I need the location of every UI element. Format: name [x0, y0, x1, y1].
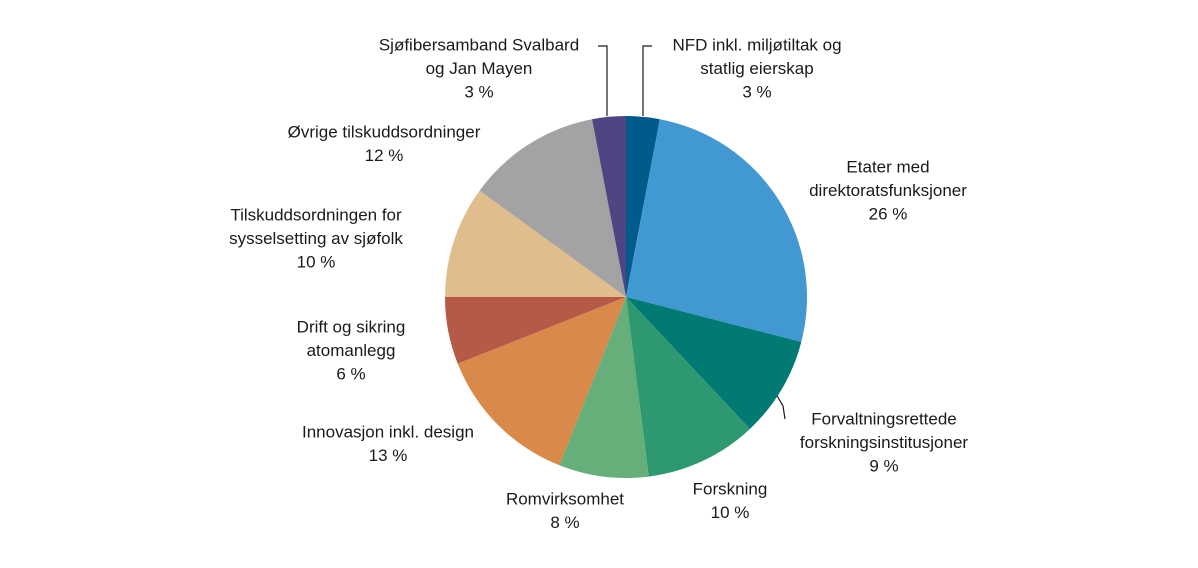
- slice-label: Romvirksomhet: [506, 489, 624, 508]
- value-label: 10 %: [711, 503, 750, 522]
- slice-label: Øvrige tilskuddsordninger: [288, 122, 481, 141]
- slice-label: Forvaltningsrettede: [811, 409, 957, 428]
- pie-slice: [592, 116, 626, 297]
- pie-slice: [626, 119, 807, 343]
- value-label: 3 %: [742, 82, 771, 101]
- pie-slice: [626, 297, 802, 429]
- pie-slice: [559, 297, 649, 478]
- pie-slice: [457, 297, 626, 466]
- slice-label: Innovasjon inkl. design: [302, 422, 474, 441]
- pie-slice: [445, 297, 626, 364]
- slice-label: Etater med: [846, 157, 929, 176]
- leader-line: [775, 393, 786, 420]
- slice-label: direktoratsfunksjoner: [809, 181, 967, 200]
- leader-line: [598, 45, 608, 116]
- pie-slice: [479, 119, 626, 297]
- pie-slice: [626, 297, 750, 477]
- slice-label: og Jan Mayen: [426, 59, 533, 78]
- value-label: 13 %: [369, 446, 408, 465]
- value-label: 6 %: [336, 364, 365, 383]
- slice-label: statlig eierskap: [700, 59, 813, 78]
- value-label: 12 %: [365, 146, 404, 165]
- value-label: 26 %: [869, 204, 908, 223]
- value-label: 9 %: [869, 456, 898, 475]
- slice-label: Forskning: [693, 479, 768, 498]
- pie-slice: [445, 190, 626, 297]
- value-label: 10 %: [297, 252, 336, 271]
- slice-label: sysselsetting av sjøfolk: [229, 229, 403, 248]
- slice-label: atomanlegg: [307, 341, 396, 360]
- value-label: 3 %: [464, 82, 493, 101]
- slice-label: Drift og sikring: [297, 317, 406, 336]
- pie-slice: [626, 116, 660, 297]
- slice-label: Sjøfibersamband Svalbard: [379, 35, 579, 54]
- slice-label: Tilskuddsordningen for: [230, 205, 402, 224]
- leader-line: [642, 45, 652, 116]
- value-label: 8 %: [550, 513, 579, 532]
- slice-label: forskningsinstitusjoner: [800, 433, 969, 452]
- slice-label: NFD inkl. miljøtiltak og: [672, 35, 841, 54]
